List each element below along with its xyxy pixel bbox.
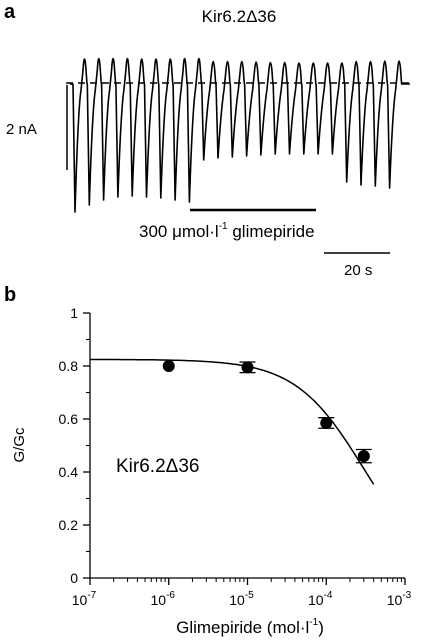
y-axis-title: G/Gc [11,427,28,463]
y-tick-label: 0.8 [59,358,79,374]
data-point [357,450,370,463]
y-ticks: 0 0.2 0.4 0.6 0.8 1 [59,305,90,586]
x-tick-label: 10-4 [308,590,333,608]
x-tick-label: 10-3 [387,590,412,608]
time-scale-label: 20 s [344,262,372,279]
x-tick-label: 10-5 [229,590,254,608]
panel-b-inset-label: Kir6.2Δ36 [116,456,199,477]
fit-curve [89,358,375,485]
data-point [241,361,254,374]
y-tick-label: 0.2 [59,517,79,533]
current-scale-label: 2 nA [6,121,37,138]
panel-b-letter: b [4,284,16,306]
data-points [162,360,372,464]
y-tick-label: 0.4 [59,464,79,480]
data-point [162,360,175,372]
y-tick-label: 0.6 [59,411,79,427]
panel-a-title: Kir6.2Δ36 [202,7,277,26]
x-axis-title: Glimepiride (mol·l-1) [176,617,324,637]
y-tick-label: 0 [70,570,78,586]
x-ticks: 10-7 10-6 10-5 10-4 10-3 [72,578,412,608]
data-point [320,416,333,429]
x-tick-label: 10-7 [72,590,97,608]
panel-a-letter: a [4,1,16,23]
drug-application-label: 300 μmol·l-1 glimepiride [139,221,315,241]
y-tick-label: 1 [70,305,78,321]
x-tick-label: 10-6 [151,590,176,608]
current-trace [70,57,410,213]
